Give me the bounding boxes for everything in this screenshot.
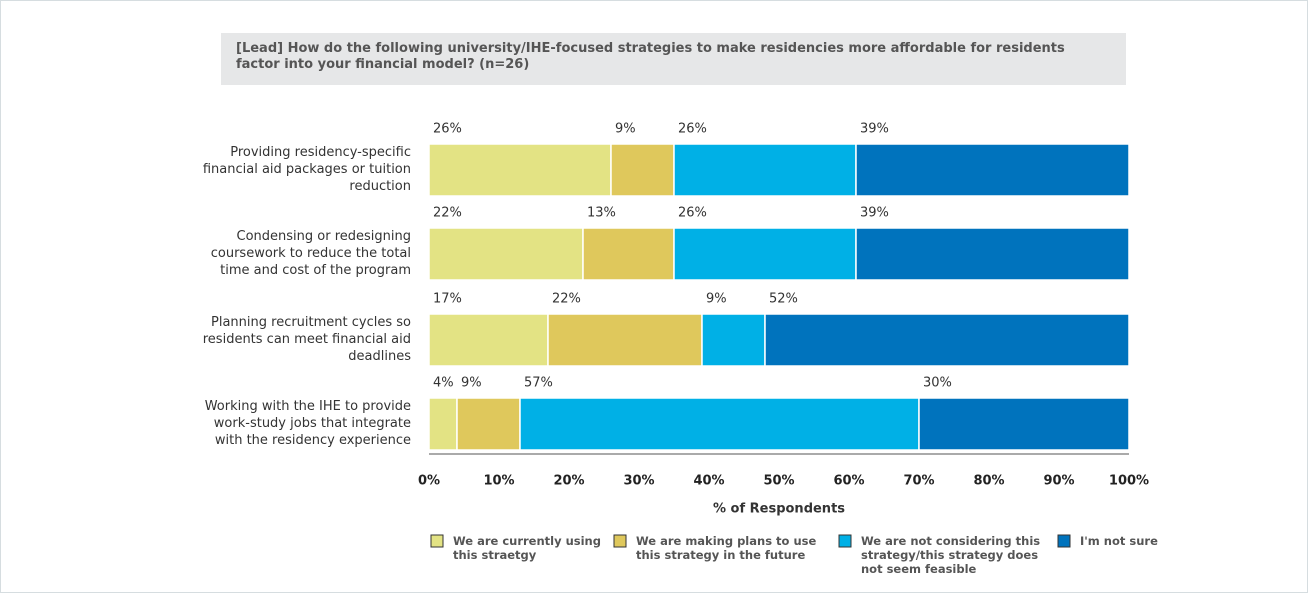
x-axis-label: % of Respondents bbox=[713, 502, 845, 517]
bar-segment bbox=[519, 397, 920, 451]
x-tick-label: 50% bbox=[763, 474, 794, 489]
x-tick-label: 60% bbox=[833, 474, 864, 489]
legend-label: We are currently using this straetgy bbox=[453, 534, 601, 562]
legend-swatch bbox=[1057, 534, 1071, 548]
x-tick-label: 30% bbox=[623, 474, 654, 489]
bar-segment bbox=[673, 227, 857, 281]
legend-swatch bbox=[838, 534, 852, 548]
value-label: 9% bbox=[615, 122, 636, 137]
category-label: Providing residency-specific financial a… bbox=[202, 145, 411, 194]
bar-segment bbox=[855, 227, 1130, 281]
chart-title: [Lead] How do the following university/I… bbox=[221, 33, 1126, 85]
category-label: Condensing or redesigning coursework to … bbox=[210, 229, 411, 278]
bar-segment bbox=[701, 313, 766, 367]
value-label: 17% bbox=[433, 292, 462, 307]
value-label: 39% bbox=[860, 122, 889, 137]
legend-swatch bbox=[430, 534, 444, 548]
bar-segment bbox=[673, 143, 857, 197]
category-label: Planning recruitment cycles so residents… bbox=[202, 315, 411, 364]
value-label: 26% bbox=[678, 122, 707, 137]
x-tick-label: 40% bbox=[693, 474, 724, 489]
x-tick-label: 20% bbox=[553, 474, 584, 489]
bar-segment bbox=[918, 397, 1130, 451]
value-label: 9% bbox=[706, 292, 727, 307]
value-label: 22% bbox=[552, 292, 581, 307]
x-tick-label: 100% bbox=[1109, 474, 1149, 489]
bar-segment bbox=[428, 397, 458, 451]
value-label: 13% bbox=[587, 206, 616, 221]
legend-label: I'm not sure bbox=[1080, 534, 1158, 548]
x-tick-label: 80% bbox=[973, 474, 1004, 489]
legend-swatch bbox=[613, 534, 627, 548]
legend-label: We are not considering this strategy/thi… bbox=[861, 534, 1041, 576]
value-label: 30% bbox=[923, 376, 952, 391]
bar-segment bbox=[610, 143, 675, 197]
x-tick-label: 90% bbox=[1043, 474, 1074, 489]
value-label: 39% bbox=[860, 206, 889, 221]
category-label: Working with the IHE to provide work-stu… bbox=[204, 399, 411, 448]
bar-segment bbox=[547, 313, 703, 367]
value-label: 26% bbox=[433, 122, 462, 137]
bar-segment bbox=[855, 143, 1130, 197]
bar-segment bbox=[428, 143, 612, 197]
value-label: 9% bbox=[461, 376, 482, 391]
value-label: 4% bbox=[433, 376, 454, 391]
bar-segment bbox=[582, 227, 675, 281]
x-tick-label: 70% bbox=[903, 474, 934, 489]
bar-segment bbox=[456, 397, 521, 451]
bar-segment bbox=[428, 227, 584, 281]
legend-label: We are making plans to use this strategy… bbox=[636, 534, 817, 562]
value-label: 57% bbox=[524, 376, 553, 391]
bar-segment bbox=[764, 313, 1130, 367]
bar-segment bbox=[428, 313, 549, 367]
value-label: 22% bbox=[433, 206, 462, 221]
value-label: 52% bbox=[769, 292, 798, 307]
value-label: 26% bbox=[678, 206, 707, 221]
x-tick-label: 0% bbox=[418, 474, 440, 489]
x-tick-label: 10% bbox=[483, 474, 514, 489]
